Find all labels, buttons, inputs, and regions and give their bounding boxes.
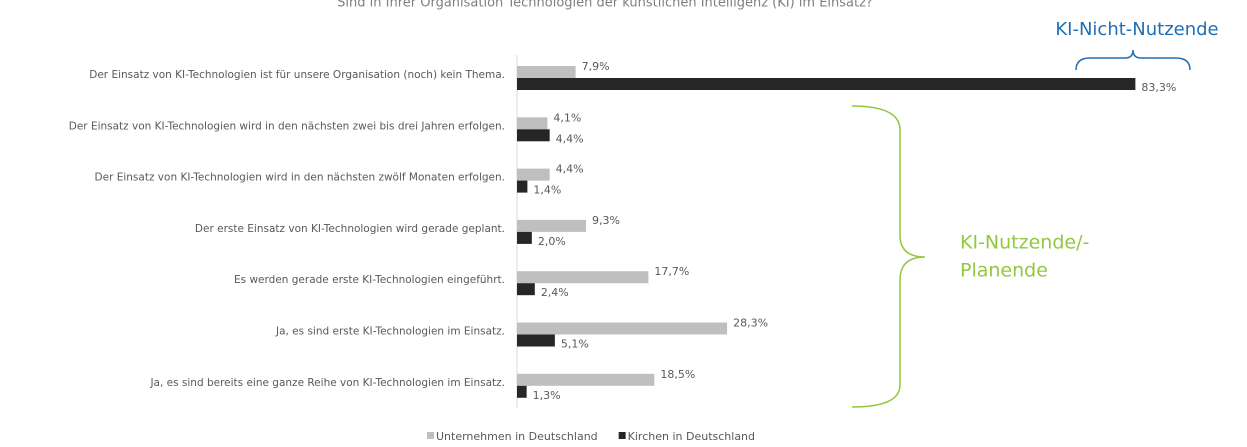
value-label: 2,4%	[541, 286, 569, 299]
bar	[517, 373, 655, 386]
value-label: 18,5%	[660, 368, 695, 381]
bar	[517, 231, 532, 244]
legend-label: Unternehmen in Deutschland	[436, 430, 598, 443]
value-label: 4,1%	[553, 111, 581, 124]
value-label: 17,7%	[654, 265, 689, 278]
value-label: 1,3%	[533, 389, 561, 402]
value-label: 1,4%	[533, 184, 561, 197]
bar	[517, 271, 649, 284]
legend-label: Kirchen in Deutschland	[628, 430, 755, 443]
annotation: KI-Nicht-Nutzende	[1055, 19, 1218, 40]
y-tick-label: Der erste Einsatz von KI-Technologien wi…	[195, 223, 505, 235]
value-label: 28,3%	[733, 317, 768, 330]
bar	[517, 334, 555, 347]
bar	[517, 322, 728, 335]
value-label: 7,9%	[582, 60, 610, 73]
bar	[517, 66, 576, 78]
bar	[517, 385, 527, 398]
value-label: 4,4%	[556, 132, 584, 145]
bar	[517, 219, 587, 232]
bar	[517, 78, 1136, 90]
y-tick-label: Der Einsatz von KI-Technologien ist für …	[89, 69, 505, 81]
annotation: Planende	[960, 260, 1048, 282]
bar	[517, 283, 535, 296]
bracket	[1075, 49, 1191, 71]
legend-swatch	[427, 432, 434, 439]
chart-title: Sind in Ihrer Organisation Technologien …	[337, 0, 873, 11]
brace	[851, 105, 926, 408]
y-tick-label: Ja, es sind erste KI-Technologien im Ein…	[275, 326, 505, 338]
y-tick-label: Der Einsatz von KI-Technologien wird in …	[69, 120, 505, 132]
value-label: 2,0%	[538, 235, 566, 248]
y-tick-label: Es werden gerade erste KI-Technologien e…	[234, 274, 505, 286]
value-label: 5,1%	[561, 338, 589, 351]
bar	[517, 168, 550, 181]
bar	[517, 180, 528, 193]
value-label: 4,4%	[556, 163, 584, 176]
value-label: 83,3%	[1141, 81, 1176, 94]
legend-swatch	[618, 432, 626, 439]
bar	[517, 129, 550, 142]
value-label: 9,3%	[592, 214, 620, 227]
bar	[517, 117, 548, 130]
annotation: KI-Nutzende/-	[960, 232, 1089, 254]
y-tick-label: Ja, es sind bereits eine ganze Reihe von…	[149, 377, 505, 389]
y-tick-label: Der Einsatz von KI-Technologien wird in …	[95, 172, 505, 184]
